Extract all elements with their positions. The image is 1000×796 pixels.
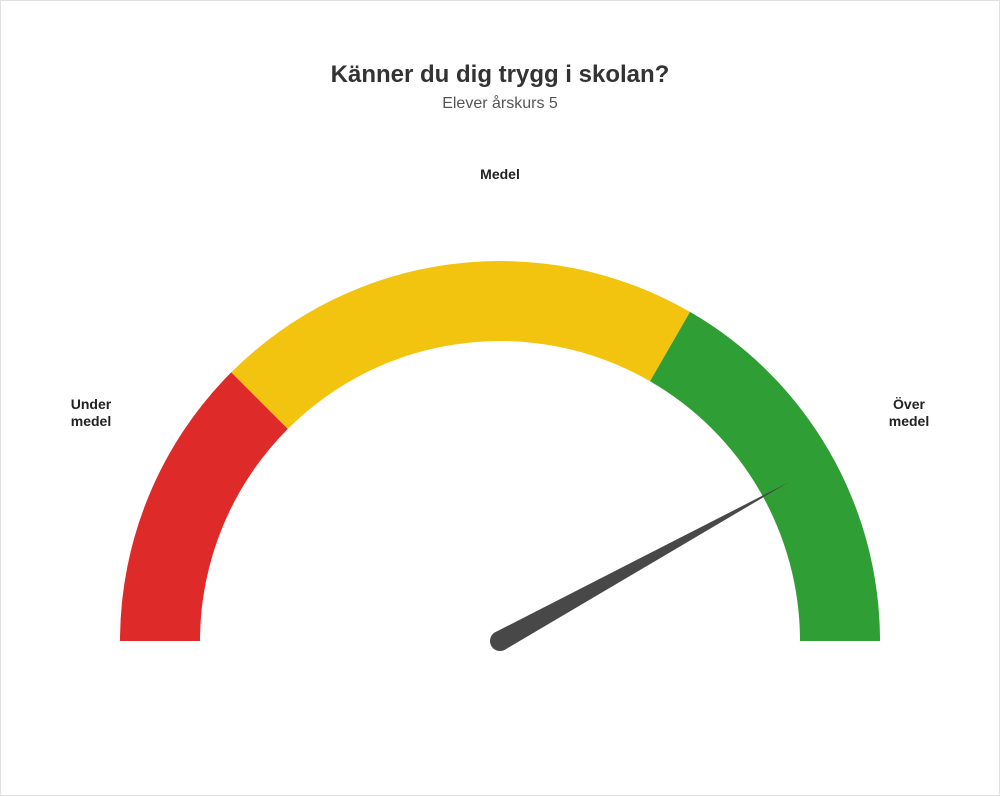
chart-title: Känner du dig trygg i skolan? xyxy=(11,61,989,89)
gauge-needle xyxy=(495,482,789,650)
gauge-segment xyxy=(231,261,690,429)
gauge-segment xyxy=(650,312,880,641)
gauge-segment xyxy=(120,372,288,641)
gauge-hub xyxy=(490,631,510,651)
gauge xyxy=(100,171,900,696)
chart-subtitle: Elever årskurs 5 xyxy=(11,95,989,113)
chart-container: Känner du dig trygg i skolan? Elever års… xyxy=(0,0,1000,796)
gauge-svg xyxy=(100,171,900,691)
